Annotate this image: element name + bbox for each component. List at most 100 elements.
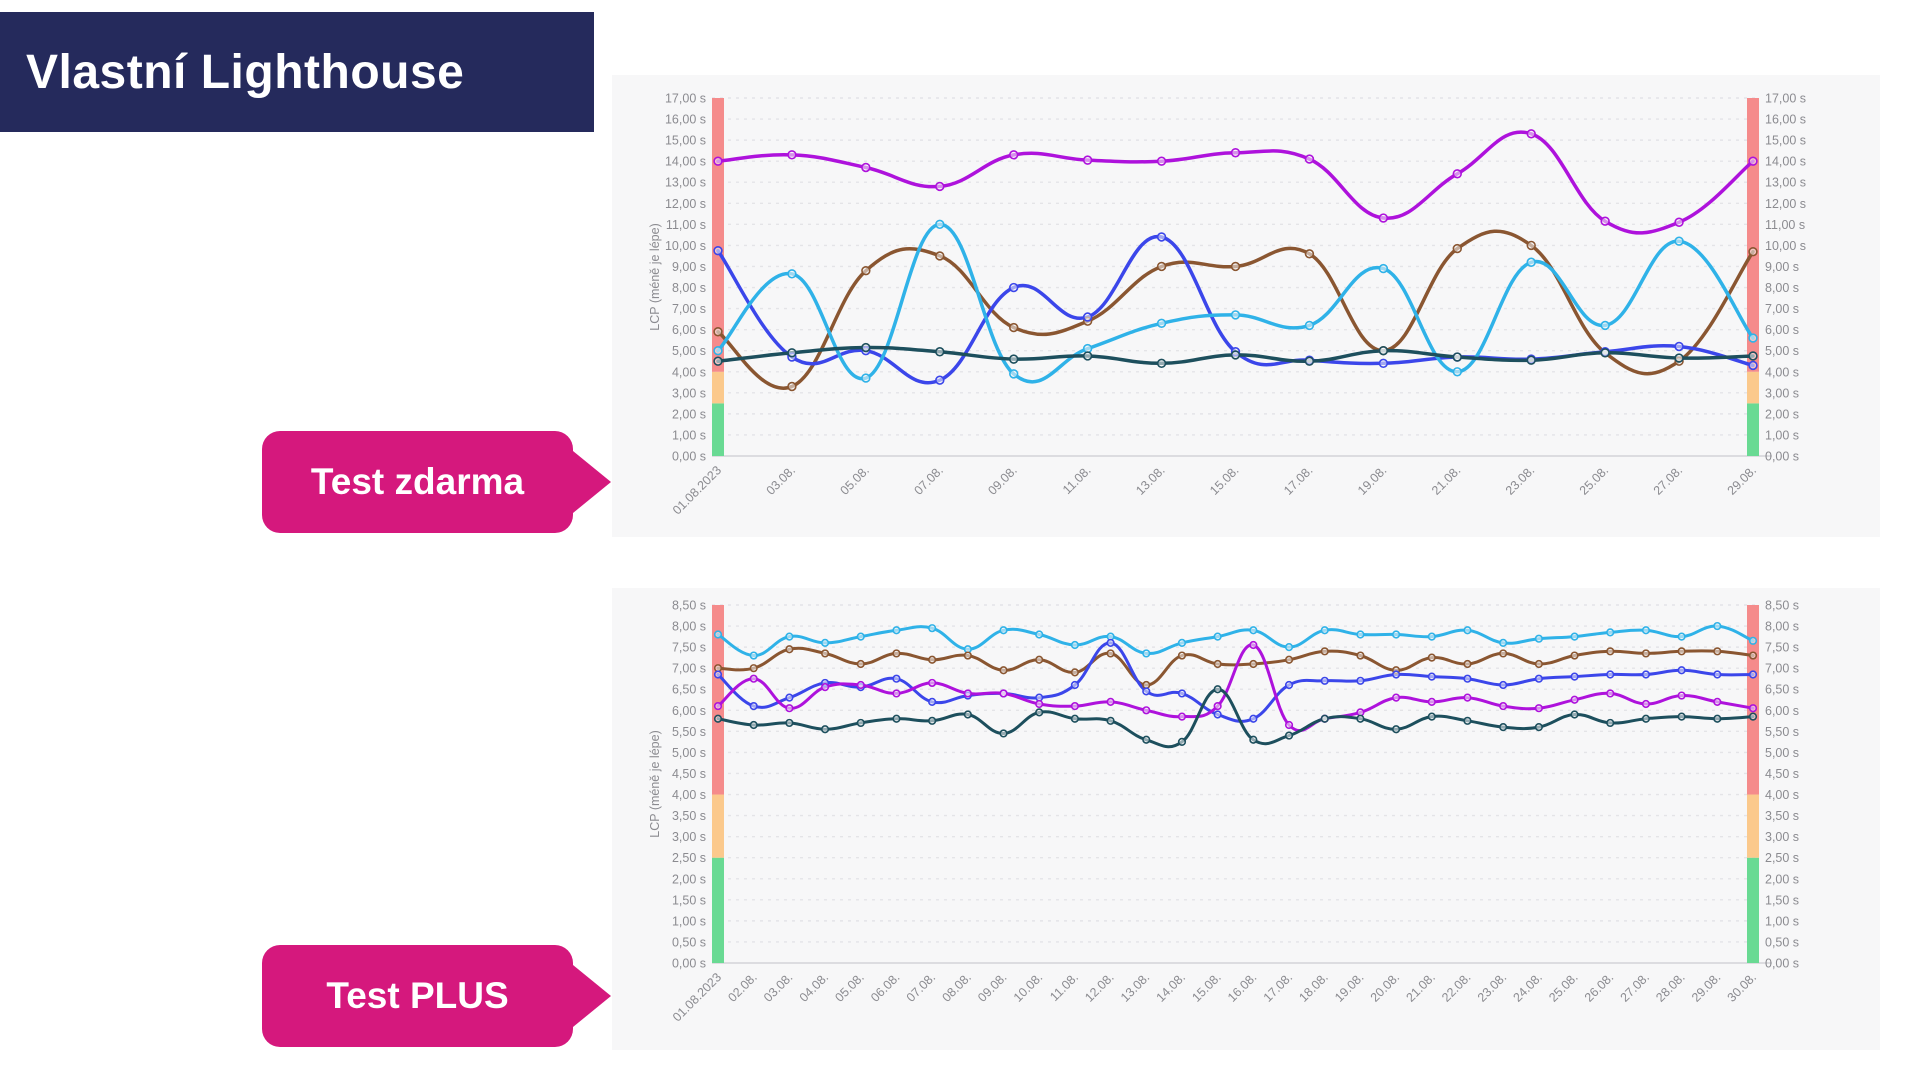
data-point-brown[interactable]: [1284, 655, 1294, 664]
data-point-blue[interactable]: [1156, 232, 1167, 242]
data-point-cyan[interactable]: [1009, 369, 1019, 379]
data-point-teal[interactable]: [1378, 346, 1389, 356]
data-point-purple[interactable]: [1526, 129, 1536, 139]
data-point-teal[interactable]: [787, 348, 797, 358]
data-point-blue[interactable]: [1570, 672, 1579, 681]
data-point-cyan[interactable]: [1463, 626, 1472, 635]
data-point-cyan[interactable]: [1070, 640, 1079, 650]
data-point-teal[interactable]: [861, 342, 871, 353]
data-point-brown[interactable]: [785, 645, 794, 654]
data-point-magenta[interactable]: [963, 689, 972, 698]
data-point-teal[interactable]: [1427, 712, 1436, 721]
data-point-teal[interactable]: [1035, 708, 1044, 717]
data-point-magenta[interactable]: [1677, 691, 1686, 700]
data-point-brown[interactable]: [1427, 653, 1436, 662]
data-point-brown[interactable]: [787, 381, 797, 392]
data-point-brown[interactable]: [1106, 649, 1115, 658]
data-point-cyan[interactable]: [1213, 632, 1222, 641]
data-point-blue[interactable]: [1677, 666, 1686, 675]
data-point-cyan[interactable]: [935, 219, 945, 230]
data-point-teal[interactable]: [713, 714, 723, 723]
data-point-magenta[interactable]: [1713, 697, 1722, 706]
data-point-teal[interactable]: [1177, 737, 1187, 746]
data-point-brown[interactable]: [1526, 240, 1536, 251]
data-point-magenta[interactable]: [1070, 701, 1079, 711]
data-point-blue[interactable]: [1713, 670, 1722, 679]
data-point-cyan[interactable]: [1606, 628, 1615, 637]
data-point-cyan[interactable]: [856, 632, 865, 641]
data-point-teal[interactable]: [1106, 716, 1115, 725]
data-point-blue[interactable]: [1674, 341, 1684, 352]
data-point-blue[interactable]: [1082, 312, 1093, 322]
data-point-magenta[interactable]: [1392, 693, 1401, 702]
data-point-magenta[interactable]: [1035, 699, 1044, 709]
data-point-teal[interactable]: [999, 729, 1008, 738]
data-point-teal[interactable]: [1082, 351, 1093, 361]
data-point-teal[interactable]: [1284, 731, 1294, 740]
data-point-brown[interactable]: [1249, 659, 1258, 669]
data-point-magenta[interactable]: [1499, 701, 1508, 711]
data-point-cyan[interactable]: [785, 632, 794, 641]
data-point-cyan[interactable]: [1035, 630, 1044, 639]
data-point-teal[interactable]: [892, 714, 901, 723]
data-point-teal[interactable]: [713, 356, 723, 366]
data-point-blue[interactable]: [1748, 360, 1758, 371]
data-point-blue[interactable]: [749, 701, 758, 711]
data-point-blue[interactable]: [1213, 710, 1222, 719]
data-point-magenta[interactable]: [1463, 693, 1472, 702]
data-point-brown[interactable]: [935, 251, 945, 261]
data-point-cyan[interactable]: [1230, 310, 1241, 320]
data-point-brown[interactable]: [1035, 655, 1044, 664]
lcp-chart-test-plus[interactable]: 8,50 s 8,50 s 8,00 s 8,00 s 7,50 s 7,50 s 7,00…: [612, 588, 1880, 1050]
data-point-blue[interactable]: [1249, 714, 1258, 723]
data-point-magenta[interactable]: [820, 683, 830, 692]
data-point-blue[interactable]: [1142, 687, 1151, 696]
data-point-blue[interactable]: [928, 697, 937, 706]
data-point-blue[interactable]: [1009, 282, 1019, 293]
data-point-purple[interactable]: [1674, 217, 1684, 227]
data-point-cyan[interactable]: [999, 626, 1008, 635]
data-point-cyan[interactable]: [1427, 632, 1436, 641]
data-point-cyan[interactable]: [1534, 634, 1543, 643]
data-point-brown[interactable]: [928, 655, 937, 664]
data-point-cyan[interactable]: [1249, 626, 1258, 635]
data-point-brown[interactable]: [861, 265, 871, 276]
data-point-cyan[interactable]: [713, 630, 723, 639]
data-point-brown[interactable]: [1713, 647, 1722, 656]
data-point-magenta[interactable]: [892, 689, 901, 698]
data-point-teal[interactable]: [1674, 353, 1684, 363]
data-point-brown[interactable]: [1304, 249, 1315, 259]
data-point-brown[interactable]: [1320, 647, 1329, 656]
data-point-purple[interactable]: [1600, 216, 1610, 226]
data-point-cyan[interactable]: [1392, 630, 1401, 639]
data-point-brown[interactable]: [1463, 659, 1472, 669]
data-point-magenta[interactable]: [999, 689, 1008, 698]
data-point-cyan[interactable]: [1570, 632, 1579, 641]
data-point-cyan[interactable]: [749, 651, 758, 660]
data-point-teal[interactable]: [1356, 714, 1365, 723]
data-point-cyan[interactable]: [1156, 318, 1167, 329]
data-point-cyan[interactable]: [892, 626, 901, 635]
data-point-teal[interactable]: [1009, 354, 1019, 364]
data-point-purple[interactable]: [1452, 169, 1462, 179]
data-point-blue[interactable]: [1106, 638, 1115, 648]
data-point-magenta[interactable]: [856, 680, 865, 690]
data-point-brown[interactable]: [1748, 247, 1758, 257]
data-point-blue[interactable]: [1748, 670, 1758, 679]
data-point-teal[interactable]: [1677, 712, 1686, 721]
data-point-magenta[interactable]: [1106, 697, 1115, 706]
data-point-magenta[interactable]: [749, 674, 758, 683]
data-point-brown[interactable]: [1156, 261, 1167, 272]
data-point-cyan[interactable]: [1526, 257, 1536, 267]
data-point-brown[interactable]: [1677, 647, 1686, 656]
data-point-brown[interactable]: [999, 666, 1008, 675]
data-point-purple[interactable]: [1156, 156, 1167, 166]
data-point-teal[interactable]: [1526, 355, 1536, 365]
data-point-cyan[interactable]: [1674, 236, 1684, 246]
data-point-blue[interactable]: [1427, 672, 1436, 681]
data-point-cyan[interactable]: [1748, 636, 1758, 645]
data-point-teal[interactable]: [1304, 356, 1315, 366]
data-point-blue[interactable]: [1463, 674, 1472, 683]
data-point-cyan[interactable]: [1378, 263, 1389, 274]
data-point-brown[interactable]: [713, 327, 723, 337]
